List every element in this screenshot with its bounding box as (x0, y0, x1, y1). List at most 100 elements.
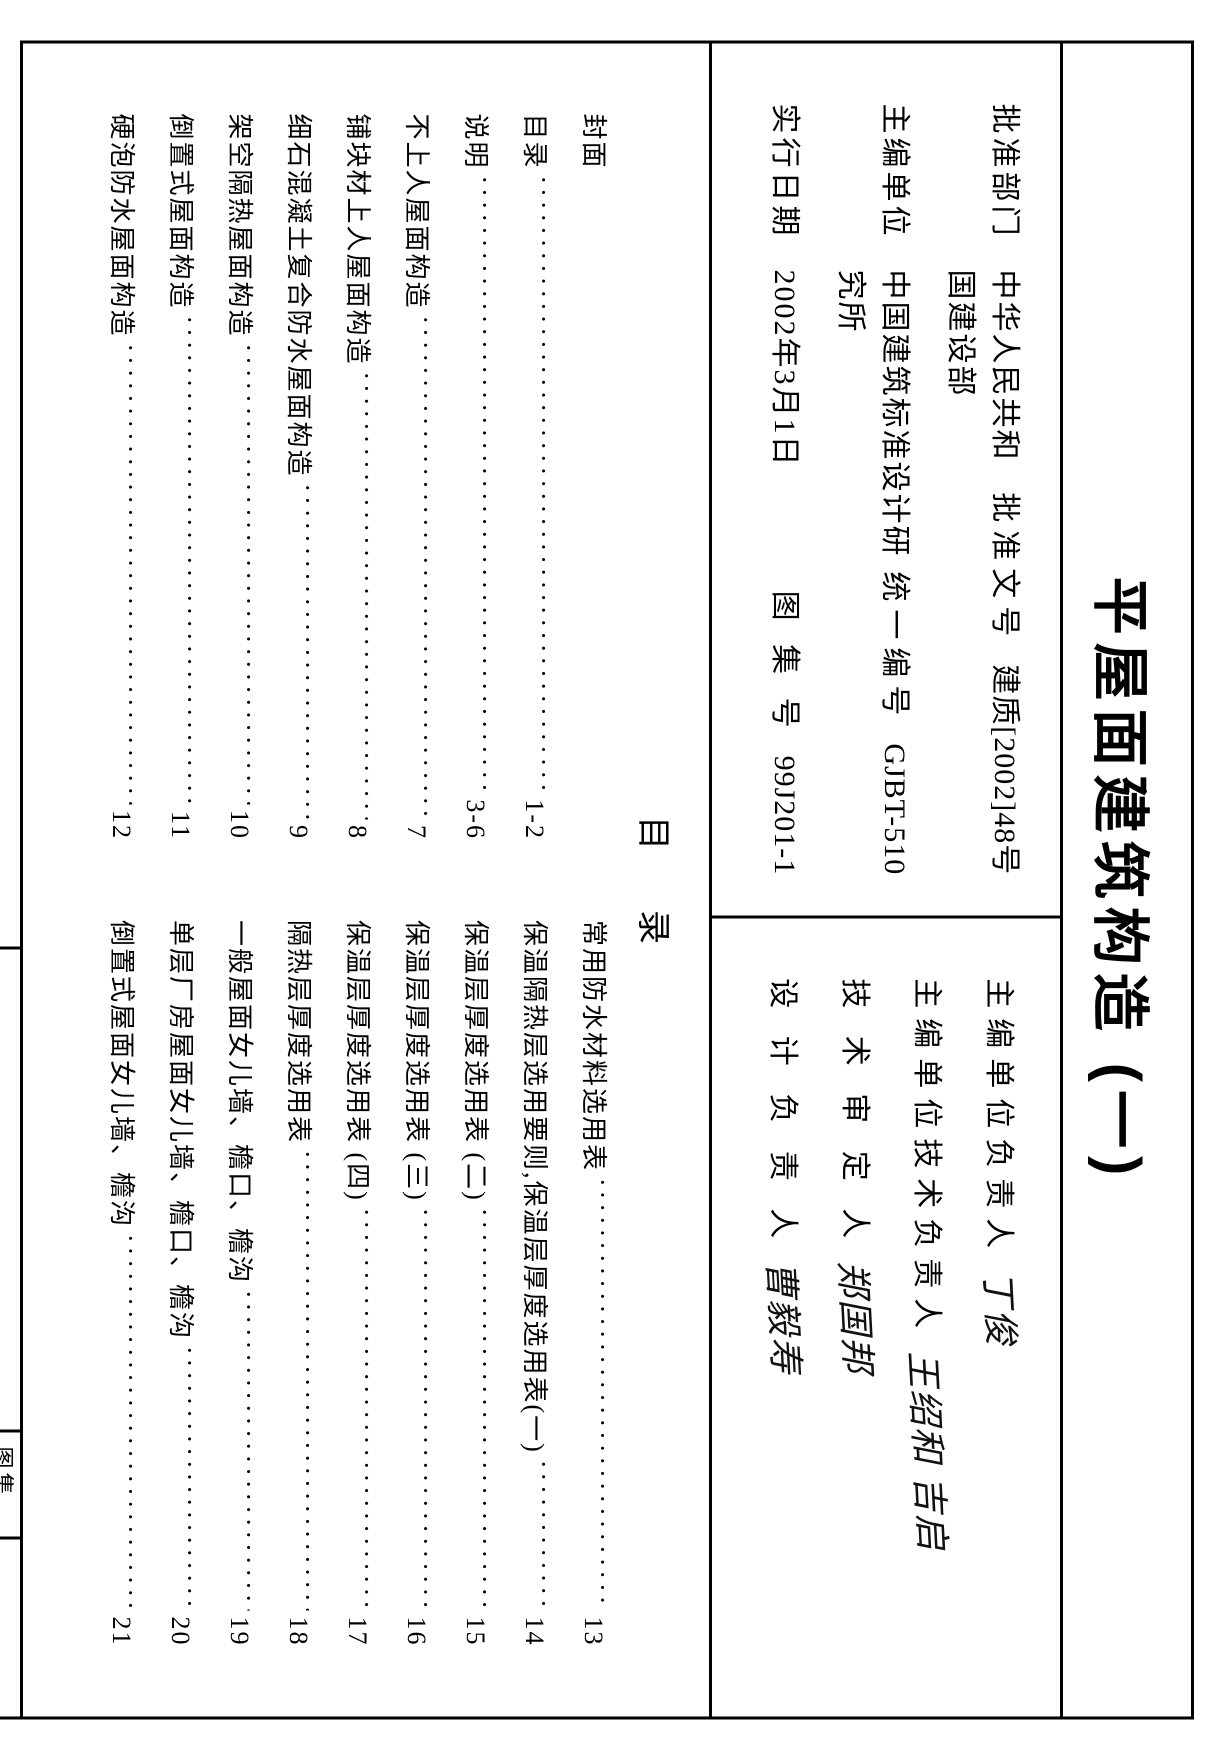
document-title: 平屋面建筑构造 (一) (1083, 83, 1167, 1676)
info-value: 中华人民共和国建设部 (942, 269, 1030, 492)
toc-column-left: 封面目录1-2 说明 3-6 不上人屋面构造 7 铺块材上人屋面构造 8 细石混凝土复合防水屋… (53, 113, 614, 880)
toc-entry: 硬泡防水屋面构造 12 (105, 113, 142, 840)
toc-page: 21 (106, 1616, 136, 1646)
toc-leader (172, 1346, 198, 1610)
toc-entry: 倒置式屋面女儿墙、檐沟 21 (105, 920, 142, 1647)
info-value: 2002年3月1日 (766, 269, 810, 590)
info-label: 实行日期 (766, 103, 810, 239)
toc-leader (585, 1178, 611, 1610)
toc-page: 11 (165, 810, 195, 839)
toc-entry: 保温层厚度选用表 (四) 17 (341, 920, 378, 1647)
toc-page: 3-6 (460, 799, 490, 840)
toc-entry: 倒置式屋面构造11 (164, 113, 201, 840)
toc-entry: 细石混凝土复合防水屋面构造 9 (282, 113, 319, 840)
toc-name: 目录 (518, 113, 555, 169)
info-row: 主编单位中国建筑标准设计研究所统一编号GJBT-510 (832, 103, 920, 875)
toc-page: 14 (519, 1616, 549, 1646)
signer-row: 技 术 审 定 人郑国邦 (834, 978, 886, 1676)
info-code: 99J201-1 (767, 755, 801, 875)
toc-leader (231, 1290, 257, 1610)
toc-name: 保温层厚度选用表 (二) (459, 920, 496, 1202)
toc-name: 隔热层厚度选用表 (282, 920, 319, 1144)
toc-leader (467, 175, 493, 793)
toc-entry: 目录1-2 (518, 113, 555, 840)
signature: 丁俊 (974, 1269, 1030, 1348)
toc-name: 说明 (459, 113, 496, 169)
toc-leader (349, 371, 375, 818)
toc-leader (408, 315, 434, 818)
set-val: 99J201-1 (0, 1539, 23, 1719)
toc-leader (349, 1207, 375, 1610)
toc-page: 19 (224, 1616, 254, 1646)
toc-heading: 目录 (614, 43, 709, 1716)
info-key: 图 集 号 (766, 590, 810, 735)
toc-name: 单层厂房屋面女儿墙、檐口、檐沟 (164, 920, 201, 1340)
toc-entry: 不上人屋面构造 7 (400, 113, 437, 840)
footer-meta: 图集号 99J201-1 页 1 (0, 1429, 23, 1719)
toc-page: 8 (342, 825, 372, 840)
toc-name: 常用防水材料选用表 (577, 920, 614, 1172)
toc-entry: 架空隔热屋面构造 10 (223, 113, 260, 840)
toc-name: 一般屋面女儿墙、檐口、檐沟 (223, 920, 260, 1284)
signer-row: 设 计 负 责 人曹毅寿 (762, 978, 814, 1676)
toc-page: 17 (342, 1616, 372, 1646)
title-block-footer: 目录 图集号 99J201-1 页 1 (0, 946, 23, 1719)
toc-leader (526, 1459, 552, 1610)
signer-label: 主编单位技术负责人 (908, 978, 952, 1338)
toc-name: 细石混凝土复合防水屋面构造 (282, 113, 319, 477)
toc-column-right: 常用防水材料选用表 13 保温隔热层选用要则,保温层厚度选用表(一) 14 保温层厚度选… (53, 880, 614, 1647)
toc-entry: 铺块材上人屋面构造 8 (341, 113, 378, 840)
toc-entry: 单层厂房屋面女儿墙、檐口、檐沟 20 (164, 920, 201, 1647)
toc-name: 倒置式屋面女儿墙、檐沟 (105, 920, 142, 1228)
toc-page: 12 (106, 810, 136, 840)
signature: 曹毅寿 (757, 1259, 815, 1376)
info-code: GJBT-510 (877, 743, 911, 875)
toc-entry: 常用防水材料选用表 13 (577, 920, 614, 1647)
toc-body: 封面目录1-2 说明 3-6 不上人屋面构造 7 铺块材上人屋面构造 8 细石混凝土复合防水屋… (23, 43, 614, 1716)
signers-block: 主编单位负责人丁俊主编单位技术负责人王绍和 吉启技 术 审 定 人郑国邦设 计 … (712, 918, 1060, 1716)
toc-page: 13 (578, 1616, 608, 1646)
drawing-sheet: 平屋面建筑构造 (一) 批准部门中华人民共和国建设部批准文号建质[2002]48… (20, 40, 1194, 1719)
toc-entry: 保温隔热层选用要则,保温层厚度选用表(一) 14 (518, 920, 555, 1647)
toc-page: 20 (165, 1616, 195, 1646)
page: 平屋面建筑构造 (一) 批准部门中华人民共和国建设部批准文号建质[2002]48… (20, 20, 1194, 1739)
toc-name: 架空隔热屋面构造 (223, 113, 260, 337)
toc-name: 封面 (577, 113, 614, 169)
toc-name: 不上人屋面构造 (400, 113, 437, 309)
title-band: 平屋面建筑构造 (一) (1060, 43, 1191, 1716)
toc-leader (290, 483, 316, 818)
header-block: 批准部门中华人民共和国建设部批准文号建质[2002]48号主编单位中国建筑标准设… (709, 43, 1060, 1716)
signer-label: 主编单位负责人 (980, 978, 1024, 1258)
info-key: 批准文号 (986, 492, 1030, 644)
toc-leader (467, 1207, 493, 1610)
toc-entry: 保温层厚度选用表 (三) 16 (400, 920, 437, 1647)
info-label: 批准部门 (986, 103, 1030, 239)
approval-info: 批准部门中华人民共和国建设部批准文号建质[2002]48号主编单位中国建筑标准设… (712, 43, 1060, 918)
toc-page: 16 (401, 1616, 431, 1646)
toc-entry: 保温层厚度选用表 (二)15 (459, 920, 496, 1647)
toc-name: 铺块材上人屋面构造 (341, 113, 378, 365)
info-code: 建质[2002]48号 (986, 664, 1030, 875)
info-row: 批准部门中华人民共和国建设部批准文号建质[2002]48号 (942, 103, 1030, 875)
toc-page: 18 (283, 1616, 313, 1646)
toc-page: 9 (283, 825, 313, 840)
info-value: 中国建筑标准设计研究所 (832, 269, 920, 571)
toc-entry: 隔热层厚度选用表 18 (282, 920, 319, 1647)
toc-leader (231, 343, 257, 803)
toc-name: 保温层厚度选用表 (三) (400, 920, 437, 1202)
toc-leader (113, 343, 139, 803)
toc-name: 保温层厚度选用表 (四) (341, 920, 378, 1202)
toc-entry: 封面 (577, 113, 614, 840)
toc-page: 10 (224, 810, 254, 840)
signer-label: 技 术 审 定 人 (836, 978, 880, 1248)
set-key: 图集号 (0, 1429, 23, 1539)
toc-page: 7 (401, 825, 431, 840)
toc-name: 保温隔热层选用要则,保温层厚度选用表(一) (518, 920, 555, 1454)
signature: 郑国邦 (829, 1259, 887, 1376)
signer-row: 主编单位负责人丁俊 (978, 978, 1030, 1676)
info-row: 实行日期 2002年3月1日图 集 号 99J201-1 (766, 103, 810, 875)
toc-leader (113, 1234, 139, 1610)
toc-leader (526, 175, 552, 793)
toc-name: 硬泡防水屋面构造 (105, 113, 142, 337)
info-label: 主编单位 (876, 103, 920, 239)
